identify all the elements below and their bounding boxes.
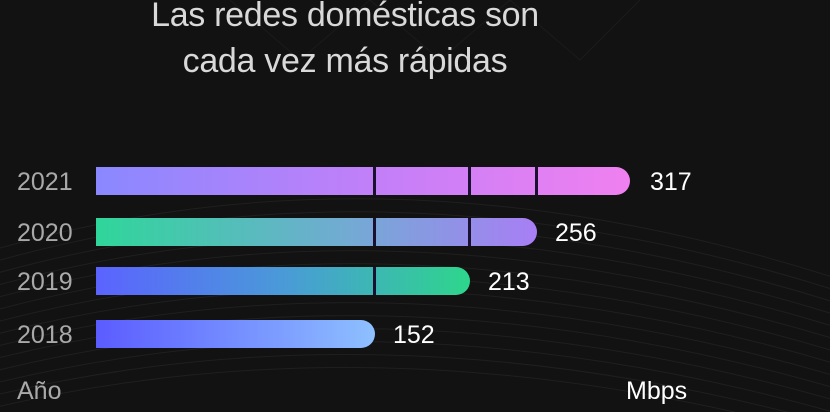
bar-2018[interactable] — [96, 320, 375, 348]
chart-title: Las redes domésticas son cada vez más rá… — [0, 0, 690, 84]
year-label: 2020 — [17, 219, 73, 247]
segment-divider — [535, 167, 538, 195]
value-label: 317 — [650, 168, 692, 196]
category-axis-label: Año — [17, 377, 62, 405]
segment-divider — [468, 167, 471, 195]
bar-2021[interactable] — [96, 167, 630, 195]
segment-divider — [373, 267, 376, 295]
value-label: 213 — [488, 268, 530, 296]
bar-2020[interactable] — [96, 218, 537, 246]
value-label: 152 — [393, 321, 435, 349]
year-label: 2019 — [17, 268, 73, 296]
year-label: 2018 — [17, 321, 73, 349]
year-label: 2021 — [17, 168, 73, 196]
value-axis-label: Mbps — [626, 377, 688, 405]
segment-divider — [468, 218, 471, 246]
segment-divider — [373, 218, 376, 246]
chart-title-line-2: cada vez más rápidas — [182, 42, 508, 80]
segment-divider — [373, 167, 376, 195]
chart-title-line-1: Las redes domésticas son — [151, 0, 539, 34]
value-label: 256 — [555, 219, 597, 247]
bar-2019[interactable] — [96, 267, 470, 295]
